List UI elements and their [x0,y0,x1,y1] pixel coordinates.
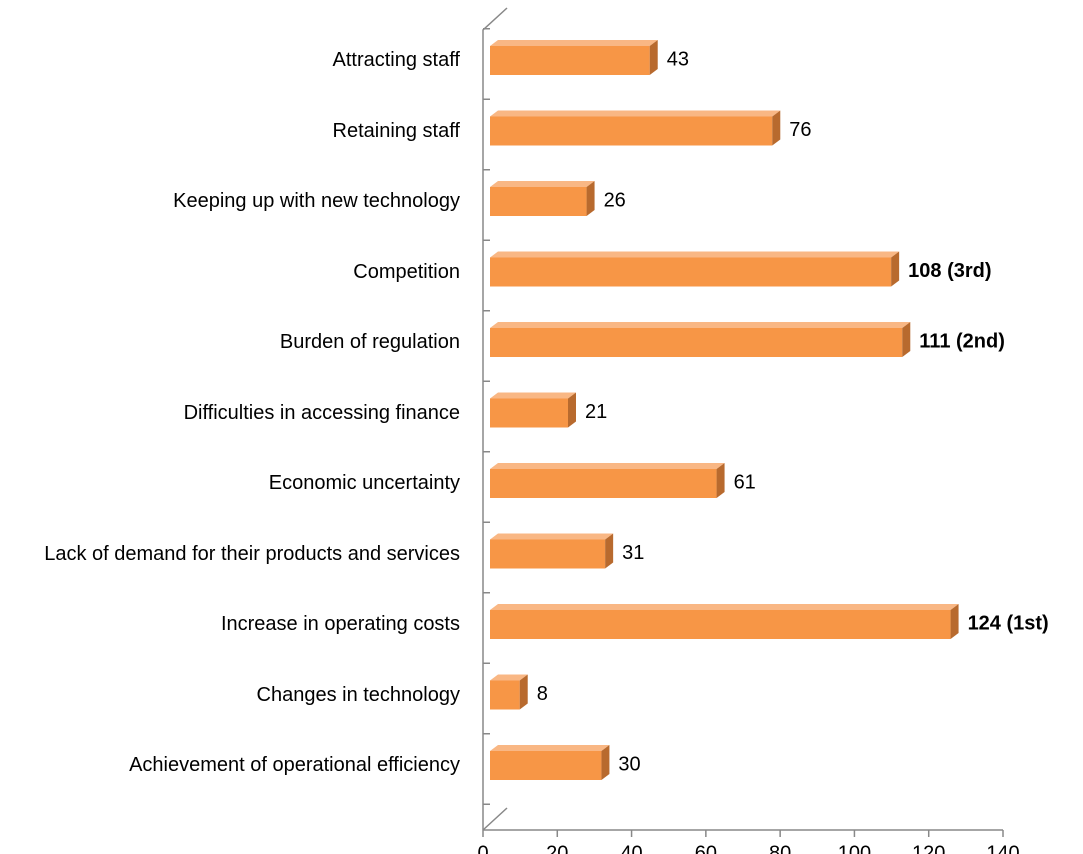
bar-side [772,110,781,146]
bar [490,680,520,710]
bar-top [490,604,959,610]
bar-side [519,674,528,710]
x-tick-label: 60 [695,842,717,854]
x-tick-label: 80 [769,842,791,854]
bar-side [891,251,900,287]
value-label: 43 [667,48,689,70]
bar [490,469,717,498]
y-tick-label: Competition [353,260,460,283]
x-tick-label: 120 [912,842,945,854]
bar-side [902,322,911,357]
y-tick-label: Difficulties in accessing finance [183,401,460,424]
x-tick-label: 20 [546,842,568,854]
floor-edge [482,807,508,831]
value-label: 21 [585,401,607,423]
bar-top [490,110,781,117]
x-tick-label: 40 [620,842,642,854]
bar [490,539,606,569]
bar [490,751,602,780]
bar-top [490,251,900,258]
bar-side [649,40,658,75]
value-label: 124 (1st) [968,612,1049,634]
bar-top [490,674,528,681]
bar-side [586,181,595,216]
y-tick-label: Attracting staff [332,49,460,71]
bar [490,257,892,287]
y-tick-label: Keeping up with new technology [173,190,460,212]
y-tick-label: Retaining staff [332,119,461,142]
bar-side [950,604,959,639]
value-label: 26 [604,189,626,211]
bar [490,46,650,75]
y-tick-label: Lack of demand for their products and se… [44,542,460,565]
value-label: 111 (2nd) [919,330,1005,352]
y-axis [482,7,508,830]
value-label: 31 [622,542,644,564]
y-tick-label: Burden of regulation [279,331,460,353]
bar-top [490,745,610,751]
bar-top [490,322,911,328]
bar [490,398,568,428]
bar-side [605,533,614,569]
bar [490,328,903,357]
value-label: 30 [618,753,640,775]
value-label: 108 (3rd) [908,260,991,282]
bar-side [716,463,725,498]
bar-top [490,533,614,540]
bar [490,610,951,639]
x-tick-label: 140 [986,842,1019,854]
bar-side [601,745,610,780]
bar-top [490,181,595,187]
bar-top [490,40,658,46]
bar [490,116,773,146]
bar [490,187,587,216]
y-tick-label: Increase in operating costs [220,613,460,635]
bar-top [490,463,725,469]
x-tick-label: 0 [477,842,488,854]
value-label: 61 [734,471,756,493]
bar-top [490,392,576,399]
y-tick-label: Economic uncertainty [268,472,460,494]
value-label: 8 [537,683,548,705]
x-tick-label: 100 [838,842,871,854]
y-tick-label: Achievement of operational efficiency [129,754,460,776]
y-tick-label: Changes in technology [256,683,460,706]
bar-side [568,392,576,428]
value-label: 76 [789,119,811,141]
